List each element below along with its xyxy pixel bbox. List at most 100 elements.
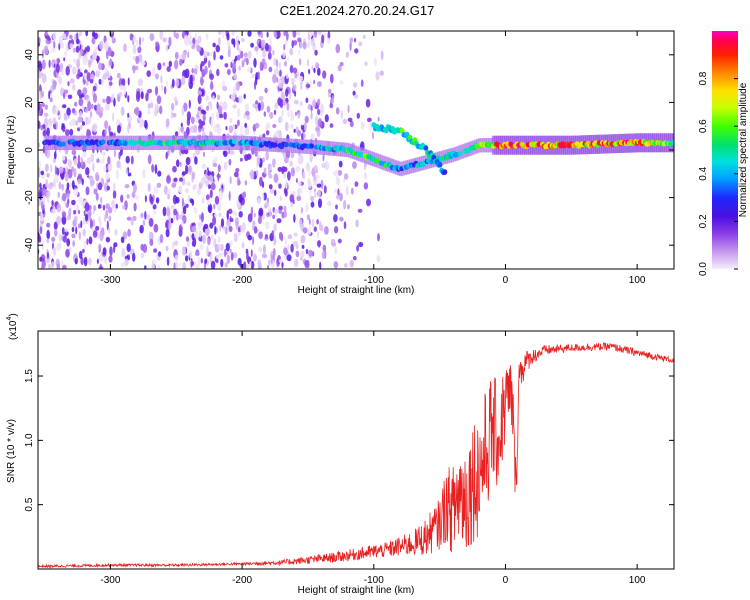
heatmap-speckle xyxy=(102,247,107,255)
heatmap-speckle xyxy=(67,159,72,168)
heatmap-speckle xyxy=(38,111,41,117)
heatmap-speckle xyxy=(287,111,291,117)
ridge-point xyxy=(122,140,128,147)
heatmap-speckle xyxy=(278,61,281,69)
heatmap-speckle xyxy=(322,244,327,252)
heatmap-speckle xyxy=(93,205,97,211)
heatmap-speckle xyxy=(142,243,148,253)
heatmap-speckle xyxy=(98,204,101,209)
heatmap-speckle xyxy=(38,71,42,79)
heatmap-speckle xyxy=(148,232,152,239)
heatmap-speckle xyxy=(242,191,247,199)
heatmap-speckle xyxy=(201,163,207,169)
heatmap-speckle xyxy=(67,94,73,100)
colorbar-label: Normalized spectral amplitude xyxy=(738,82,749,217)
heatmap-speckle xyxy=(268,259,271,266)
heatmap-speckle xyxy=(204,226,210,237)
heatmap-speckle xyxy=(100,227,105,233)
heatmap-speckle xyxy=(293,128,296,133)
heatmap-speckle xyxy=(279,196,282,201)
heatmap-speckle xyxy=(88,60,92,65)
heatmap-speckle xyxy=(65,129,70,137)
heatmap-speckle xyxy=(149,239,154,246)
heatmap-speckle xyxy=(90,153,95,163)
spectrogram-y-label: Frequency (Hz) xyxy=(6,116,17,185)
heatmap-speckle xyxy=(236,119,240,127)
heatmap-speckle xyxy=(112,190,117,199)
heatmap-speckle xyxy=(79,49,83,55)
heatmap-speckle xyxy=(77,154,81,163)
heatmap-speckle xyxy=(87,101,92,112)
heatmap-speckle xyxy=(262,49,267,58)
heatmap-speckle xyxy=(147,182,151,192)
heatmap-speckle xyxy=(38,120,41,129)
heatmap-speckle xyxy=(58,76,63,85)
heatmap-speckle xyxy=(94,104,98,111)
heatmap-speckle xyxy=(257,259,262,269)
heatmap-speckle xyxy=(45,163,49,172)
heatmap-speckle xyxy=(236,41,240,51)
heatmap-speckle xyxy=(120,236,125,244)
heatmap-speckle xyxy=(185,164,189,175)
heatmap-speckle xyxy=(159,31,164,40)
heatmap-speckle xyxy=(108,125,111,134)
heatmap-speckle xyxy=(230,61,233,69)
heatmap-speckle xyxy=(111,37,116,44)
heatmap-speckle xyxy=(135,39,139,47)
heatmap-speckle xyxy=(133,35,137,43)
heatmap-speckle xyxy=(179,161,182,167)
heatmap-speckle xyxy=(78,196,83,204)
heatmap-speckle xyxy=(130,218,134,226)
snr-scale-text: (x10 xyxy=(8,320,19,340)
heatmap-speckle xyxy=(168,220,172,231)
heatmap-speckle xyxy=(226,210,229,220)
heatmap-speckle xyxy=(191,199,195,206)
heatmap-speckle xyxy=(317,67,321,77)
heatmap-speckle xyxy=(259,176,263,187)
heatmap-speckle xyxy=(237,179,241,186)
heatmap-speckle xyxy=(117,72,121,79)
heatmap-speckle xyxy=(313,31,318,38)
heatmap-speckle xyxy=(86,45,90,53)
heatmap-speckle xyxy=(243,93,246,100)
heatmap-speckle xyxy=(46,238,50,244)
heatmap-speckle xyxy=(310,38,315,47)
heatmap-speckle xyxy=(47,251,49,260)
heatmap-speckle xyxy=(173,240,179,246)
heatmap-speckle xyxy=(230,251,234,261)
heatmap-speckle xyxy=(313,67,316,74)
heatmap-speckle xyxy=(335,176,341,186)
heatmap-speckle xyxy=(91,226,95,233)
heatmap-speckle xyxy=(153,248,158,253)
heatmap-speckle xyxy=(167,194,170,200)
heatmap-speckle xyxy=(43,45,49,55)
heatmap-speckle xyxy=(99,231,104,242)
heatmap-speckle xyxy=(71,66,77,75)
heatmap-speckle xyxy=(106,185,111,191)
heatmap-speckle xyxy=(291,78,296,83)
heatmap-speckle xyxy=(153,186,159,194)
heatmap-speckle xyxy=(244,122,248,128)
heatmap-speckle xyxy=(250,249,253,257)
heatmap-speckle xyxy=(295,178,298,183)
y-tick-label: 0 xyxy=(24,147,35,153)
heatmap-speckle xyxy=(207,237,211,246)
heatmap-speckle xyxy=(293,232,298,237)
heatmap-speckle xyxy=(40,170,45,176)
heatmap-speckle xyxy=(107,162,113,172)
heatmap-speckle xyxy=(262,244,267,255)
heatmap-speckle xyxy=(232,252,238,259)
heatmap-speckle xyxy=(99,219,102,228)
heatmap-speckle xyxy=(250,260,255,269)
heatmap-speckle xyxy=(276,77,279,83)
heatmap-speckle xyxy=(229,150,235,156)
heatmap-speckle xyxy=(54,151,57,160)
heatmap-speckle xyxy=(123,43,127,52)
heatmap-speckle xyxy=(253,226,258,234)
heatmap-speckle xyxy=(126,216,132,221)
heatmap-speckle xyxy=(240,37,245,43)
heatmap-speckle xyxy=(218,31,222,36)
heatmap-speckle xyxy=(175,196,180,204)
heatmap-speckle xyxy=(274,102,278,110)
heatmap-speckle xyxy=(74,101,78,107)
